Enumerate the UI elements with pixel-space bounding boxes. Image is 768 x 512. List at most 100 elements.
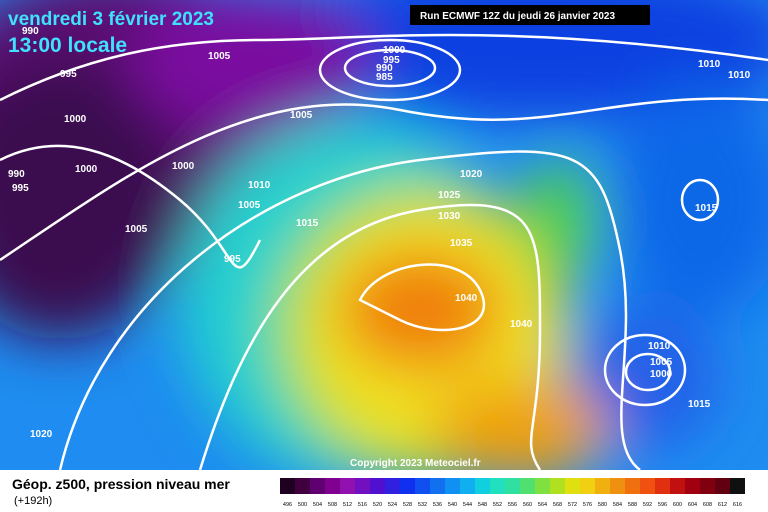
legend-swatch (295, 478, 310, 494)
isobar-label: 995 (60, 69, 77, 80)
legend-swatch (580, 478, 595, 494)
legend-label: 568 (553, 502, 562, 508)
isobar-label: 1000 (172, 161, 195, 172)
isobars (0, 33, 768, 470)
legend-swatch (310, 478, 325, 494)
legend-label: 576 (583, 502, 592, 508)
legend-swatch (595, 478, 610, 494)
isobar-label: 995 (383, 55, 400, 66)
legend-label: 572 (568, 502, 577, 508)
legend-swatch (520, 478, 535, 494)
legend-label: 608 (703, 502, 712, 508)
legend-label: 504 (313, 502, 322, 508)
legend-swatch (700, 478, 715, 494)
legend-swatch (355, 478, 370, 494)
legend-swatch (670, 478, 685, 494)
legend-swatch (550, 478, 565, 494)
isobar-label: 1005 (238, 200, 261, 211)
legend-label: 508 (328, 502, 337, 508)
isobar-label: 990 (22, 26, 39, 37)
legend-swatch (430, 478, 445, 494)
isobar-label: 1005 (208, 51, 231, 62)
legend-swatch (685, 478, 700, 494)
isobar-label: 995 (224, 254, 241, 265)
legend-label: 516 (358, 502, 367, 508)
legend-label: 616 (733, 502, 742, 508)
legend-swatch (625, 478, 640, 494)
legend-label: 588 (628, 502, 637, 508)
legend-label: 544 (463, 502, 472, 508)
legend-swatch (400, 478, 415, 494)
legend-swatch (505, 478, 520, 494)
legend-label: 512 (343, 502, 352, 508)
legend-label: 532 (418, 502, 427, 508)
isobar-label: 1025 (438, 190, 461, 201)
legend-swatch (490, 478, 505, 494)
isobar-label: 990 (8, 169, 25, 180)
isobar-label: 1000 (75, 164, 98, 175)
legend-label: 500 (298, 502, 307, 508)
legend-label: 556 (508, 502, 517, 508)
legend-swatch (385, 478, 400, 494)
isobar-label: 990 (376, 63, 393, 74)
legend-label: 596 (658, 502, 667, 508)
legend-label: 560 (523, 502, 532, 508)
legend-swatch (640, 478, 655, 494)
run-box (410, 5, 650, 25)
isobar-label: 1010 (728, 70, 751, 81)
isobar-label: 1005 (290, 110, 313, 121)
legend-swatch (280, 478, 295, 494)
legend-label: 604 (688, 502, 697, 508)
isobar-label: 1000 (64, 114, 87, 125)
isobar-label: 985 (376, 72, 393, 83)
legend-label: 592 (643, 502, 652, 508)
legend-label: 520 (373, 502, 382, 508)
legend-swatch (475, 478, 490, 494)
legend-swatch (445, 478, 460, 494)
field (0, 0, 768, 470)
legend-swatch (610, 478, 625, 494)
isobar-label: 1040 (510, 319, 533, 330)
isobar-label: 1000 (383, 45, 406, 56)
isobar-label: 1035 (450, 238, 473, 249)
isobar-label: 1005 (125, 224, 148, 235)
legend-label: 496 (283, 502, 292, 508)
legend-label: 548 (478, 502, 487, 508)
legend-label: 552 (493, 502, 502, 508)
isobar-label: 1010 (648, 341, 671, 352)
legend-label: 536 (433, 502, 442, 508)
legend-swatch (340, 478, 355, 494)
legend-swatch (415, 478, 430, 494)
isobar-label: 1015 (688, 399, 711, 410)
legend-label: 564 (538, 502, 547, 508)
isobar-label: 1030 (438, 211, 461, 222)
legend-swatch (370, 478, 385, 494)
isobar-label: 1010 (248, 180, 271, 191)
isobar-label: 1040 (455, 293, 478, 304)
legend-label: 580 (598, 502, 607, 508)
legend-swatch (460, 478, 475, 494)
legend-label: 612 (718, 502, 727, 508)
legend-label: 540 (448, 502, 457, 508)
isobar-label: 1020 (30, 429, 53, 440)
legend-label: 528 (403, 502, 412, 508)
legend-label: 600 (673, 502, 682, 508)
legend-swatch (535, 478, 550, 494)
legend-swatch (715, 478, 730, 494)
footer-title: Géop. z500, pression niveau mer (12, 476, 230, 492)
isobar-label: 1000 (650, 369, 673, 380)
lead-time: (+192h) (14, 495, 52, 507)
time: 13:00 locale (8, 34, 127, 57)
isobar-label: 995 (12, 183, 29, 194)
run-info: Run ECMWF 12Z du jeudi 26 janvier 2023 (420, 11, 615, 22)
legend-label: 584 (613, 502, 622, 508)
legend-swatch (655, 478, 670, 494)
isobar-label: 1020 (460, 169, 483, 180)
legend-swatch (730, 478, 745, 494)
isobar-label: 1010 (698, 59, 721, 70)
legend-swatch (565, 478, 580, 494)
isobar-label: 1015 (296, 218, 319, 229)
legend-swatch (325, 478, 340, 494)
isobar-label: 1005 (650, 357, 673, 368)
